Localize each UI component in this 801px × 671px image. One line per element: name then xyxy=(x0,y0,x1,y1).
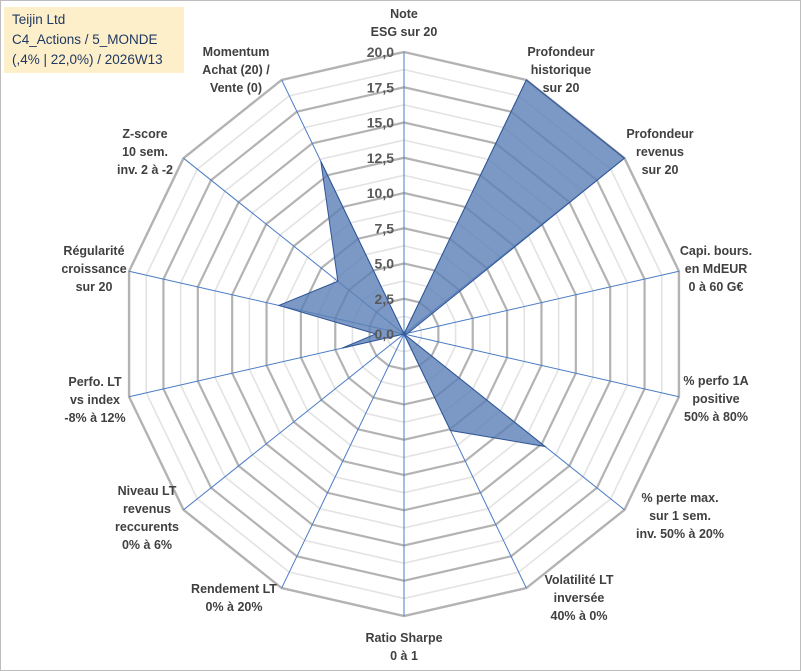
axis-label-line: Z-score xyxy=(122,127,167,141)
tick-label: 20,0 xyxy=(367,44,394,60)
axis-label: Volatilité LT inversée 40% à 0% xyxy=(545,573,614,623)
radar-tick-labels: 0,0 2,5 5,0 7,5 10,0 12,5 15,0 17,5 20,0 xyxy=(367,44,394,342)
axis-label-line: % perte max. xyxy=(641,491,718,505)
axis-label-line: vs index xyxy=(70,393,120,407)
axis-label-line: Achat (20) / xyxy=(202,63,270,77)
axis-label-line: 0% à 6% xyxy=(122,538,172,552)
axis-label-line: inversée xyxy=(554,591,605,605)
axis-label-line: 50% à 80% xyxy=(684,410,748,424)
axis-label-line: Momentum xyxy=(203,45,270,59)
axis-label: % perfo 1A positive 50% à 80% xyxy=(683,374,748,424)
axis-label-line: sur 20 xyxy=(76,280,113,294)
axis-label-line: 40% à 0% xyxy=(551,609,608,623)
axis-label-line: reccurents xyxy=(115,520,179,534)
axis-label-line: en MdEUR xyxy=(685,262,748,276)
axis-label: Régularité croissance sur 20 xyxy=(61,244,126,294)
axis-label-line: Niveau LT xyxy=(118,484,177,498)
axis-label-line: sur 1 sem. xyxy=(649,509,711,523)
axis-label-line: sur 20 xyxy=(642,163,679,177)
series-area xyxy=(277,79,626,448)
axis-label-line: Régularité xyxy=(63,244,124,258)
axis-label: Profondeur historique sur 20 xyxy=(527,45,594,95)
axis-spoke xyxy=(403,333,680,398)
axis-label-line: positive xyxy=(692,392,739,406)
axis-label-line: Volatilité LT xyxy=(545,573,614,587)
info-box: Teijin Ltd C4_Actions / 5_MONDE (,4% | 2… xyxy=(4,7,184,73)
stats-label: (,4% | 22,0%) / 2026W13 xyxy=(12,52,163,67)
axis-label-line: revenus xyxy=(123,502,171,516)
axis-label-line: Perfo. LT xyxy=(68,375,122,389)
tick-label: 5,0 xyxy=(375,256,395,272)
axis-label-line: 10 sem. xyxy=(122,145,168,159)
axis-label-line: % perfo 1A xyxy=(683,374,748,388)
axis-label-line: revenus xyxy=(636,145,684,159)
axis-label-line: sur 20 xyxy=(543,81,580,95)
company-name: Teijin Ltd xyxy=(12,12,66,27)
axis-label: Momentum Achat (20) / Vente (0) xyxy=(202,45,270,95)
axis-spoke xyxy=(403,270,680,335)
axis-label: Niveau LT revenus reccurents 0% à 6% xyxy=(115,484,179,552)
axis-spoke xyxy=(281,333,405,589)
axis-label-line: -8% à 12% xyxy=(64,411,125,425)
radar-series xyxy=(277,79,626,448)
axis-label-line: Profondeur xyxy=(626,127,693,141)
axis-label: Profondeur revenus sur 20 xyxy=(626,127,693,177)
axis-label-line: Vente (0) xyxy=(210,81,262,95)
tick-label: 12,5 xyxy=(367,150,394,166)
axis-label-line: Rendement LT xyxy=(191,582,277,596)
axis-label: Ratio Sharpe 0 à 1 xyxy=(365,631,442,663)
axis-label-line: inv. 2 à -2 xyxy=(117,163,173,177)
axis-label-line: Ratio Sharpe xyxy=(365,631,442,645)
axis-label: Z-score 10 sem. inv. 2 à -2 xyxy=(117,127,173,177)
tick-label: 17,5 xyxy=(367,79,394,95)
axis-label: Capi. bours. en MdEUR 0 à 60 G€ xyxy=(680,244,752,294)
tick-label: 7,5 xyxy=(375,220,395,236)
axis-label-line: ESG sur 20 xyxy=(371,25,438,39)
axis-label-line: croissance xyxy=(61,262,126,276)
axis-label-line: historique xyxy=(531,63,591,77)
radar-axis-labels: Note ESG sur 20 Profondeur historique sur 20… xyxy=(61,7,752,663)
axis-label: % perte max. sur 1 sem. inv. 50% à 20% xyxy=(636,491,724,541)
axis-label-line: 0 à 1 xyxy=(390,649,418,663)
tick-label: 2,5 xyxy=(375,291,395,307)
axis-label-line: 0% à 20% xyxy=(206,600,263,614)
portfolio-label: C4_Actions / 5_MONDE xyxy=(12,32,158,47)
tick-label: 10,0 xyxy=(367,185,394,201)
tick-label: 15,0 xyxy=(367,115,394,131)
axis-label-line: Capi. bours. xyxy=(680,244,752,258)
axis-label: Perfo. LT vs index -8% à 12% xyxy=(64,375,125,425)
axis-label-line: Profondeur xyxy=(527,45,594,59)
axis-label: Note ESG sur 20 xyxy=(371,7,438,39)
axis-label-line: 0 à 60 G€ xyxy=(689,280,744,294)
axis-spoke xyxy=(183,333,405,511)
axis-label: Rendement LT 0% à 20% xyxy=(191,582,277,614)
tick-label: 0,0 xyxy=(375,326,395,342)
axis-label-line: Note xyxy=(390,7,418,21)
axis-label-line: inv. 50% à 20% xyxy=(636,527,724,541)
